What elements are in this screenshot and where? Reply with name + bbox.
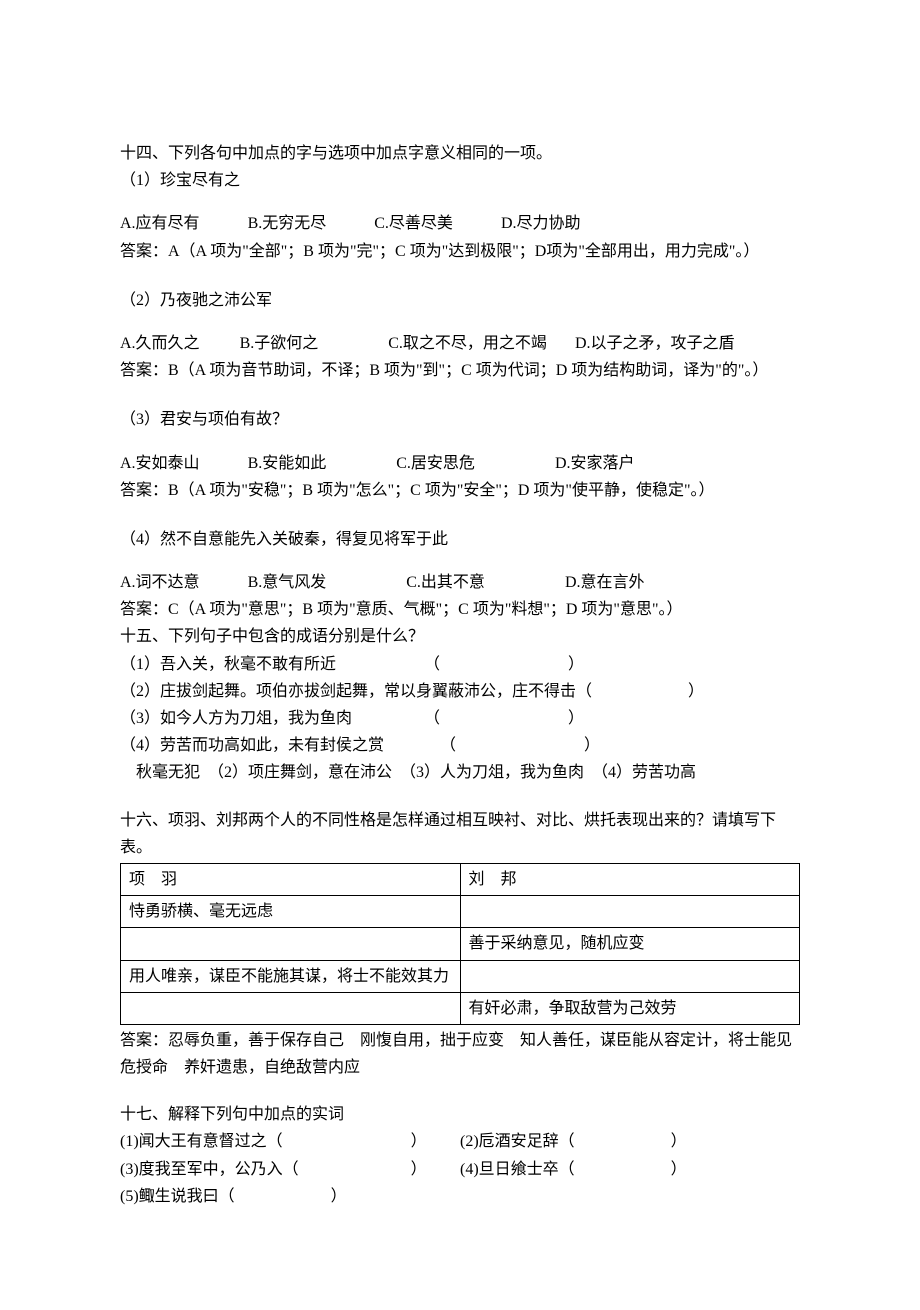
option: A.安如泰山 — [120, 450, 200, 477]
q17-item: (5)鲰生说我曰（ ） — [120, 1183, 460, 1210]
table-cell: 善于采纳意见，随机应变 — [460, 928, 800, 960]
q15-item-3: （3）如今人方为刀俎，我为鱼肉 （ ） — [120, 705, 800, 732]
q14-2-answer: 答案：B（A 项为音节助词，不译；B 项为"到"；C 项为代词；D 项为结构助词… — [120, 357, 800, 384]
option: D.尽力协助 — [501, 210, 581, 237]
table-row: 善于采纳意见，随机应变 — [121, 928, 800, 960]
table-cell — [121, 928, 461, 960]
q17-item: (3)度我至军中，公乃入（ ） — [120, 1156, 460, 1183]
q14-3-answer: 答案：B（A 项为"安稳"；B 项为"怎么"；C 项为"安全"；D 项为"使平静… — [120, 477, 800, 504]
q16-title: 十六、项羽、刘邦两个人的不同性格是怎样通过相互映衬、对比、烘托表现出来的？请填写… — [120, 807, 800, 861]
q14-3-options: A.安如泰山 B.安能如此 C.居安思危 D.安家落户 — [120, 450, 800, 477]
table-row: 有奸必肃，争取敌营为己效劳 — [121, 992, 800, 1024]
table-cell — [460, 896, 800, 928]
q17-item: (1)闻大王有意督过之（ ） — [120, 1128, 460, 1155]
q15-item-4: （4）劳苦而功高如此，未有封侯之赏 （ ） — [120, 732, 800, 759]
table-cell — [121, 992, 461, 1024]
table-cell: 刘 邦 — [460, 863, 800, 895]
option: B.安能如此 — [248, 450, 327, 477]
q14-4-stem: （4）然不自意能先入关破秦，得复见将军于此 — [120, 526, 800, 553]
q14-2-options: A.久而久之 B.子欲何之 C.取之不尽，用之不竭 D.以子之矛，攻子之盾 — [120, 330, 800, 357]
option: C.出其不意 — [406, 569, 485, 596]
option: A.应有尽有 — [120, 210, 200, 237]
option: C.居安思危 — [396, 450, 475, 477]
q15-answer: 秋毫无犯 （2）项庄舞剑，意在沛公 （3）人为刀俎，我为鱼肉 （4）劳苦功高 — [120, 759, 800, 786]
q15-item-2: （2）庄拔剑起舞。项伯亦拔剑起舞，常以身翼蔽沛公，庄不得击（ ） — [120, 678, 800, 705]
option: D.意在言外 — [565, 569, 645, 596]
q15-title: 十五、下列句子中包含的成语分别是什么？ — [120, 623, 800, 650]
q17-row-3: (5)鲰生说我曰（ ） — [120, 1183, 800, 1210]
option: A.词不达意 — [120, 569, 200, 596]
q14-3-stem: （3）君安与项伯有故？ — [120, 406, 800, 433]
table-row: 用人唯亲，谋臣不能施其谋，将士不能效其力 — [121, 960, 800, 992]
table-row: 恃勇骄横、毫无远虑 — [121, 896, 800, 928]
q16-answer: 答案：忍辱负重，善于保存自己 刚愎自用，拙于应变 知人善任，谋臣能从容定计，将士… — [120, 1027, 800, 1081]
q17-title: 十七、解释下列句中加点的实词 — [120, 1101, 800, 1128]
q17-item: (4)旦日飨士卒（ ） — [460, 1156, 800, 1183]
option: D.安家落户 — [555, 450, 635, 477]
q14-1-stem: （1）珍宝尽有之 — [120, 167, 800, 194]
q17-row-2: (3)度我至军中，公乃入（ ） (4)旦日飨士卒（ ） — [120, 1156, 800, 1183]
table-row: 项 羽 刘 邦 — [121, 863, 800, 895]
q14-1-answer: 答案：A（A 项为"全部"；B 项为"完"；C 项为"达到极限"；D项为"全部用… — [120, 238, 800, 265]
table-cell — [460, 960, 800, 992]
q17-item: (2)卮酒安足辞（ ） — [460, 1128, 800, 1155]
q17-row-1: (1)闻大王有意督过之（ ） (2)卮酒安足辞（ ） — [120, 1128, 800, 1155]
table-cell: 项 羽 — [121, 863, 461, 895]
comparison-table: 项 羽 刘 邦 恃勇骄横、毫无远虑 善于采纳意见，随机应变 用人唯亲，谋臣不能施… — [120, 863, 800, 1025]
option: D.以子之矛，攻子之盾 — [575, 330, 735, 357]
q17-item — [460, 1183, 800, 1210]
document-page: 十四、下列各句中加点的字与选项中加点字意义相同的一项。 （1）珍宝尽有之 A.应… — [0, 0, 920, 1310]
q14-2-stem: （2）乃夜驰之沛公军 — [120, 287, 800, 314]
option: A.久而久之 — [120, 330, 200, 357]
q14-title: 十四、下列各句中加点的字与选项中加点字意义相同的一项。 — [120, 140, 800, 167]
option: B.意气风发 — [248, 569, 327, 596]
q14-1-options: A.应有尽有 B.无穷无尽 C.尽善尽美 D.尽力协助 — [120, 210, 800, 237]
option: C.尽善尽美 — [374, 210, 453, 237]
table-cell: 恃勇骄横、毫无远虑 — [121, 896, 461, 928]
q14-4-options: A.词不达意 B.意气风发 C.出其不意 D.意在言外 — [120, 569, 800, 596]
table-cell: 用人唯亲，谋臣不能施其谋，将士不能效其力 — [121, 960, 461, 992]
option: B.子欲何之 — [240, 330, 319, 357]
option: C.取之不尽，用之不竭 — [388, 330, 547, 357]
q15-item-1: （1）吾入关，秋毫不敢有所近 （ ） — [120, 651, 800, 678]
q14-4-answer: 答案：C（A 项为"意思"；B 项为"意质、气概"；C 项为"料想"；D 项为"… — [120, 596, 800, 623]
table-cell: 有奸必肃，争取敌营为己效劳 — [460, 992, 800, 1024]
option: B.无穷无尽 — [248, 210, 327, 237]
